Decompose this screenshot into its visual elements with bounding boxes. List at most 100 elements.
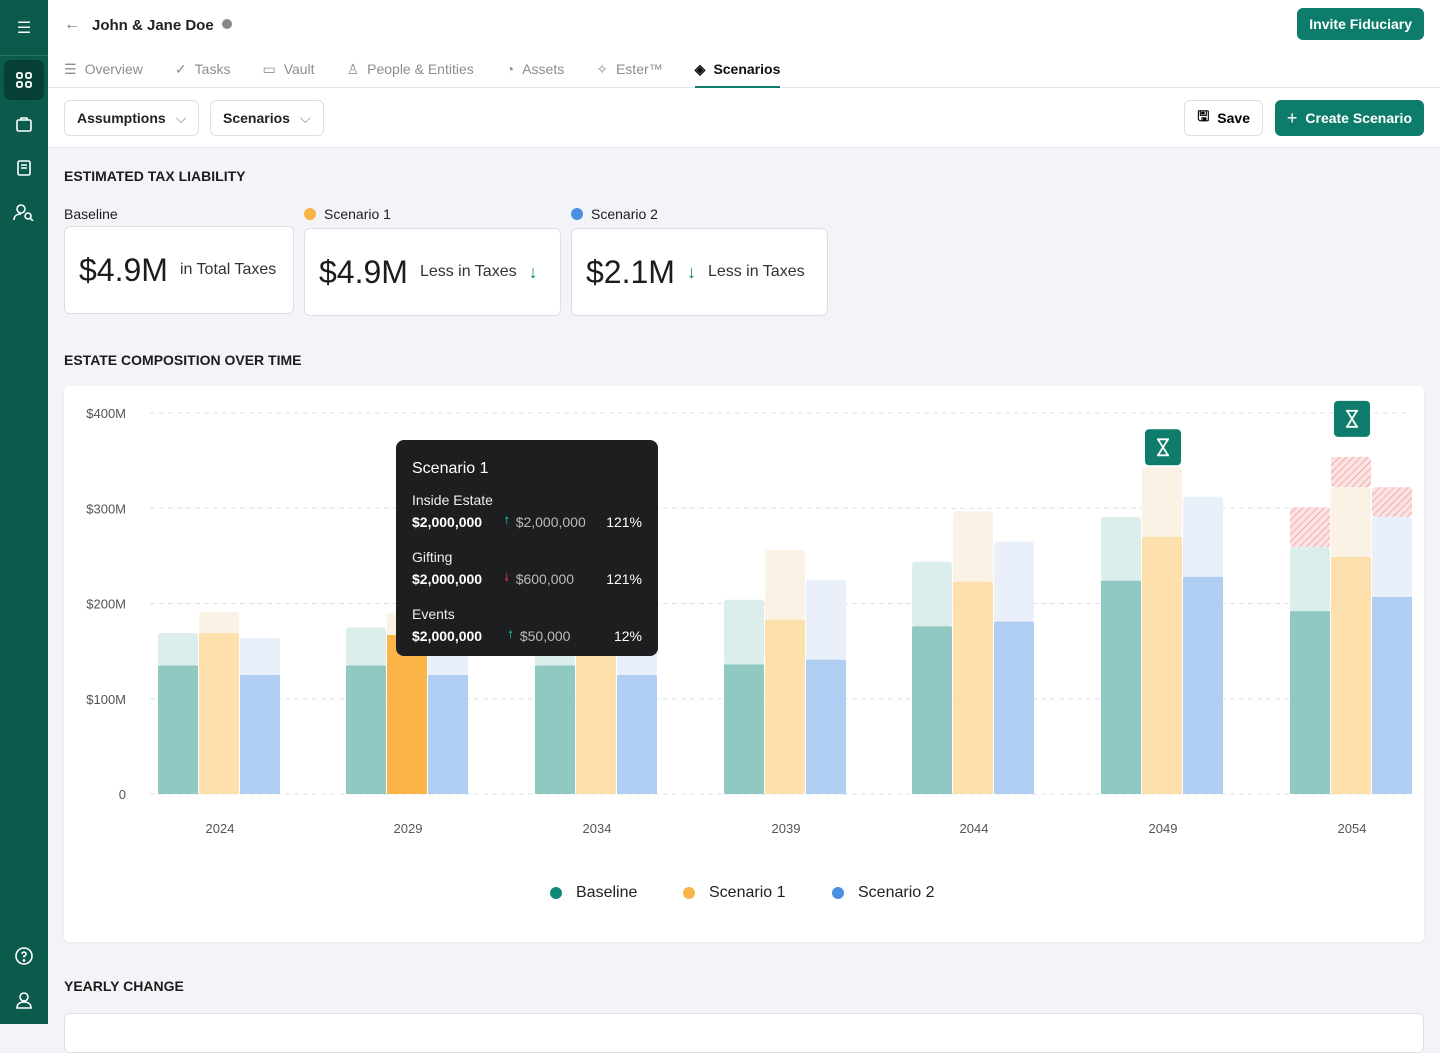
tab-ester[interactable]: ✧ Ester™ [596, 50, 662, 88]
tax-value: $4.9M [319, 253, 408, 290]
estate-composition-chart: 0 $100M $200M $300M $400M 2024 2029 2034 2039 204… [86, 400, 1412, 836]
bar-outside-estate [1183, 496, 1223, 577]
save-button[interactable]: 🖫 Save [1184, 100, 1263, 136]
bar-outside-estate [1142, 467, 1182, 537]
bar-inside-estate [428, 674, 468, 794]
arrow-up-icon: 🠕 [508, 629, 513, 641]
tab-label: Tasks [194, 61, 231, 77]
bar-inside-estate [994, 621, 1034, 794]
tax-text: Less in Taxes [707, 263, 805, 280]
verified-icon [221, 19, 232, 29]
tooltip-percent: 121% [606, 513, 642, 530]
bar-outside-estate [912, 561, 952, 627]
bar-inside-estate [199, 633, 239, 794]
tab-overview[interactable]: ☰ Overview [64, 50, 143, 88]
user-icon[interactable] [4, 980, 44, 1020]
tab-scenarios[interactable]: ◈ Scenarios [694, 50, 780, 88]
legend-baseline[interactable]: Baseline [550, 884, 637, 902]
tab-people-entities[interactable]: ♙ People & Entities [347, 50, 474, 88]
client-name: John & Jane Doe [92, 17, 232, 34]
tab-label: Overview [84, 61, 143, 77]
x-tick-label: 2049 [1149, 821, 1178, 836]
bar-inside-estate [576, 632, 616, 794]
tab-vault[interactable]: ▭ Vault [262, 50, 314, 88]
card-label: Baseline [64, 206, 118, 222]
sidebar: ☰ [0, 0, 48, 1024]
arrow-down-icon: 🠗 [504, 572, 510, 584]
tooltip-value: $2,000,000 [412, 570, 483, 587]
tab-label: Vault [283, 61, 315, 77]
save-icon: 🖫 [1197, 108, 1210, 124]
card-label: Scenario 2 [591, 206, 658, 222]
bar-inside-estate [912, 626, 952, 794]
legend-label: Scenario 2 [858, 884, 935, 901]
legend-label: Scenario 1 [709, 884, 786, 901]
bar-inside-estate [1331, 556, 1371, 794]
legend-scenario1[interactable]: Scenario 1 [683, 884, 786, 902]
bar-inside-estate [806, 659, 846, 794]
help-icon[interactable] [4, 936, 44, 976]
scenario1-dot [304, 208, 316, 220]
toolbar: Assumptions ⌵ Scenarios ⌵ 🖫 Save + Create Sc… [48, 88, 1440, 148]
x-tick-label: 2034 [583, 821, 612, 836]
grid-icon[interactable] [4, 60, 44, 100]
bar-outside-estate [724, 599, 764, 665]
tooltip-value: $2,000,000 [412, 513, 483, 530]
bar-inside-estate [346, 665, 386, 794]
tooltip-title: Scenario 1 [412, 460, 489, 477]
scenario1-tax-card: $4.9M Less in Taxes ↓ [304, 228, 561, 316]
scenario2-tax-card: $2.1M ↓ Less in Taxes [571, 228, 828, 316]
legend-dot [683, 887, 695, 899]
bar-inside-estate [1183, 576, 1223, 794]
invite-fiduciary-button[interactable]: Invite Fiduciary [1297, 8, 1424, 40]
bar-outside-estate [1331, 487, 1371, 557]
x-tick-label: 2044 [960, 821, 989, 836]
arrow-down-icon: ↓ [686, 261, 696, 282]
x-tick-label: 2029 [394, 821, 423, 836]
y-tick-label: $100M [86, 692, 126, 707]
bar-outside-estate [1290, 547, 1330, 612]
y-tick-label: 0 [119, 787, 126, 802]
person-icon: ♙ [346, 60, 360, 77]
bar-inside-estate [1142, 536, 1182, 794]
tax-text: in Total Taxes [179, 261, 277, 278]
save-label: Save [1217, 110, 1250, 126]
tab-assets[interactable]: ◔ Assets [506, 50, 564, 88]
chevron-down-icon: ⌵ [299, 109, 311, 126]
tab-label: Assets [522, 61, 565, 77]
bar-inside-estate [240, 674, 280, 794]
tooltip-row: $2,000,000 🠕 $2,000,000 121% [412, 512, 642, 531]
bar-inside-estate [1372, 596, 1412, 794]
yearly-change-heading: YEARLY CHANGE [64, 978, 184, 994]
book-icon[interactable] [4, 148, 44, 188]
bar-inside-estate [765, 619, 805, 794]
scenario1-label: Scenario 1 [304, 206, 391, 222]
legend-scenario2[interactable]: Scenario 2 [832, 884, 935, 902]
people-search-icon[interactable] [4, 192, 44, 232]
bar-inside-estate [387, 634, 427, 794]
arrow-up-icon: 🠕 [504, 515, 510, 527]
dropdown-label: Scenarios [223, 110, 290, 126]
dropdown-label: Assumptions [77, 110, 166, 126]
bar-outside-estate [806, 579, 846, 660]
create-scenario-button[interactable]: + Create Scenario [1274, 100, 1424, 136]
tooltip-change: $50,000 [519, 627, 571, 644]
menu-icon[interactable]: ☰ [16, 20, 32, 37]
tooltip-row: $2,000,000 🠗 $600,000 121% [412, 569, 642, 588]
y-tick-label: $300M [86, 501, 126, 516]
bar-outside-estate [765, 550, 805, 620]
scenarios-dropdown[interactable]: Scenarios ⌵ [210, 100, 324, 136]
check-icon: ✓ [174, 60, 187, 77]
back-arrow-icon[interactable]: ← [64, 16, 80, 33]
tab-tasks[interactable]: ✓ Tasks [175, 50, 231, 88]
x-tick-label: 2054 [1338, 821, 1367, 836]
assumptions-dropdown[interactable]: Assumptions ⌵ [64, 100, 200, 136]
briefcase-icon[interactable] [4, 104, 44, 144]
pie-icon: ◔ [505, 61, 515, 77]
folder-icon: ▭ [262, 60, 276, 77]
tooltip-row-label: Events [412, 606, 455, 622]
layers-icon: ◈ [694, 60, 706, 77]
client-name-text: John & Jane Doe [92, 17, 214, 34]
tab-label: People & Entities [367, 61, 474, 77]
bar-outside-estate [346, 627, 386, 666]
